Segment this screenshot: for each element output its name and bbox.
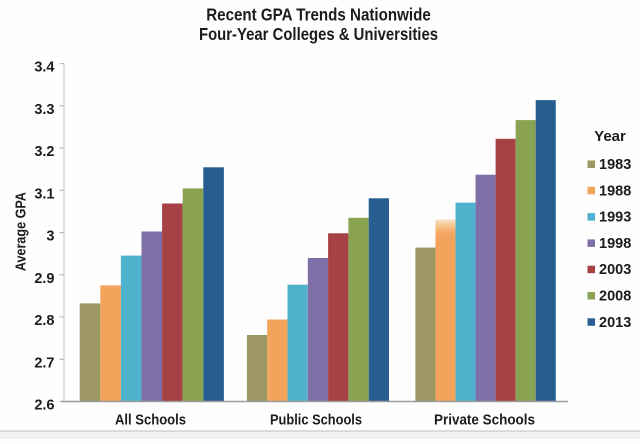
svg-text:3.2: 3.2 xyxy=(34,144,54,160)
svg-text:Private Schools: Private Schools xyxy=(434,413,535,429)
svg-text:1983: 1983 xyxy=(599,157,631,173)
svg-text:Year: Year xyxy=(594,128,626,145)
svg-text:Public Schools: Public Schools xyxy=(270,413,362,429)
svg-text:Average GPA: Average GPA xyxy=(13,192,30,271)
svg-text:3: 3 xyxy=(46,229,54,245)
svg-text:3.1: 3.1 xyxy=(34,186,54,202)
svg-text:1988: 1988 xyxy=(599,183,631,199)
svg-text:2003: 2003 xyxy=(599,262,631,278)
svg-text:2008: 2008 xyxy=(599,289,631,305)
svg-text:Four-Year Colleges & Universit: Four-Year Colleges & Universities xyxy=(199,24,438,44)
svg-text:3.3: 3.3 xyxy=(34,102,54,118)
svg-text:1998: 1998 xyxy=(599,236,631,252)
svg-text:2013: 2013 xyxy=(599,315,631,331)
svg-text:Recent GPA Trends Nationwide: Recent GPA Trends Nationwide xyxy=(206,5,431,25)
svg-text:3.4: 3.4 xyxy=(34,60,54,76)
svg-text:2.6: 2.6 xyxy=(34,398,54,414)
svg-text:All Schools: All Schools xyxy=(115,413,186,429)
svg-text:2.9: 2.9 xyxy=(34,271,54,287)
svg-text:1993: 1993 xyxy=(599,210,631,226)
svg-text:2.8: 2.8 xyxy=(34,313,54,329)
svg-text:2.7: 2.7 xyxy=(34,355,54,371)
